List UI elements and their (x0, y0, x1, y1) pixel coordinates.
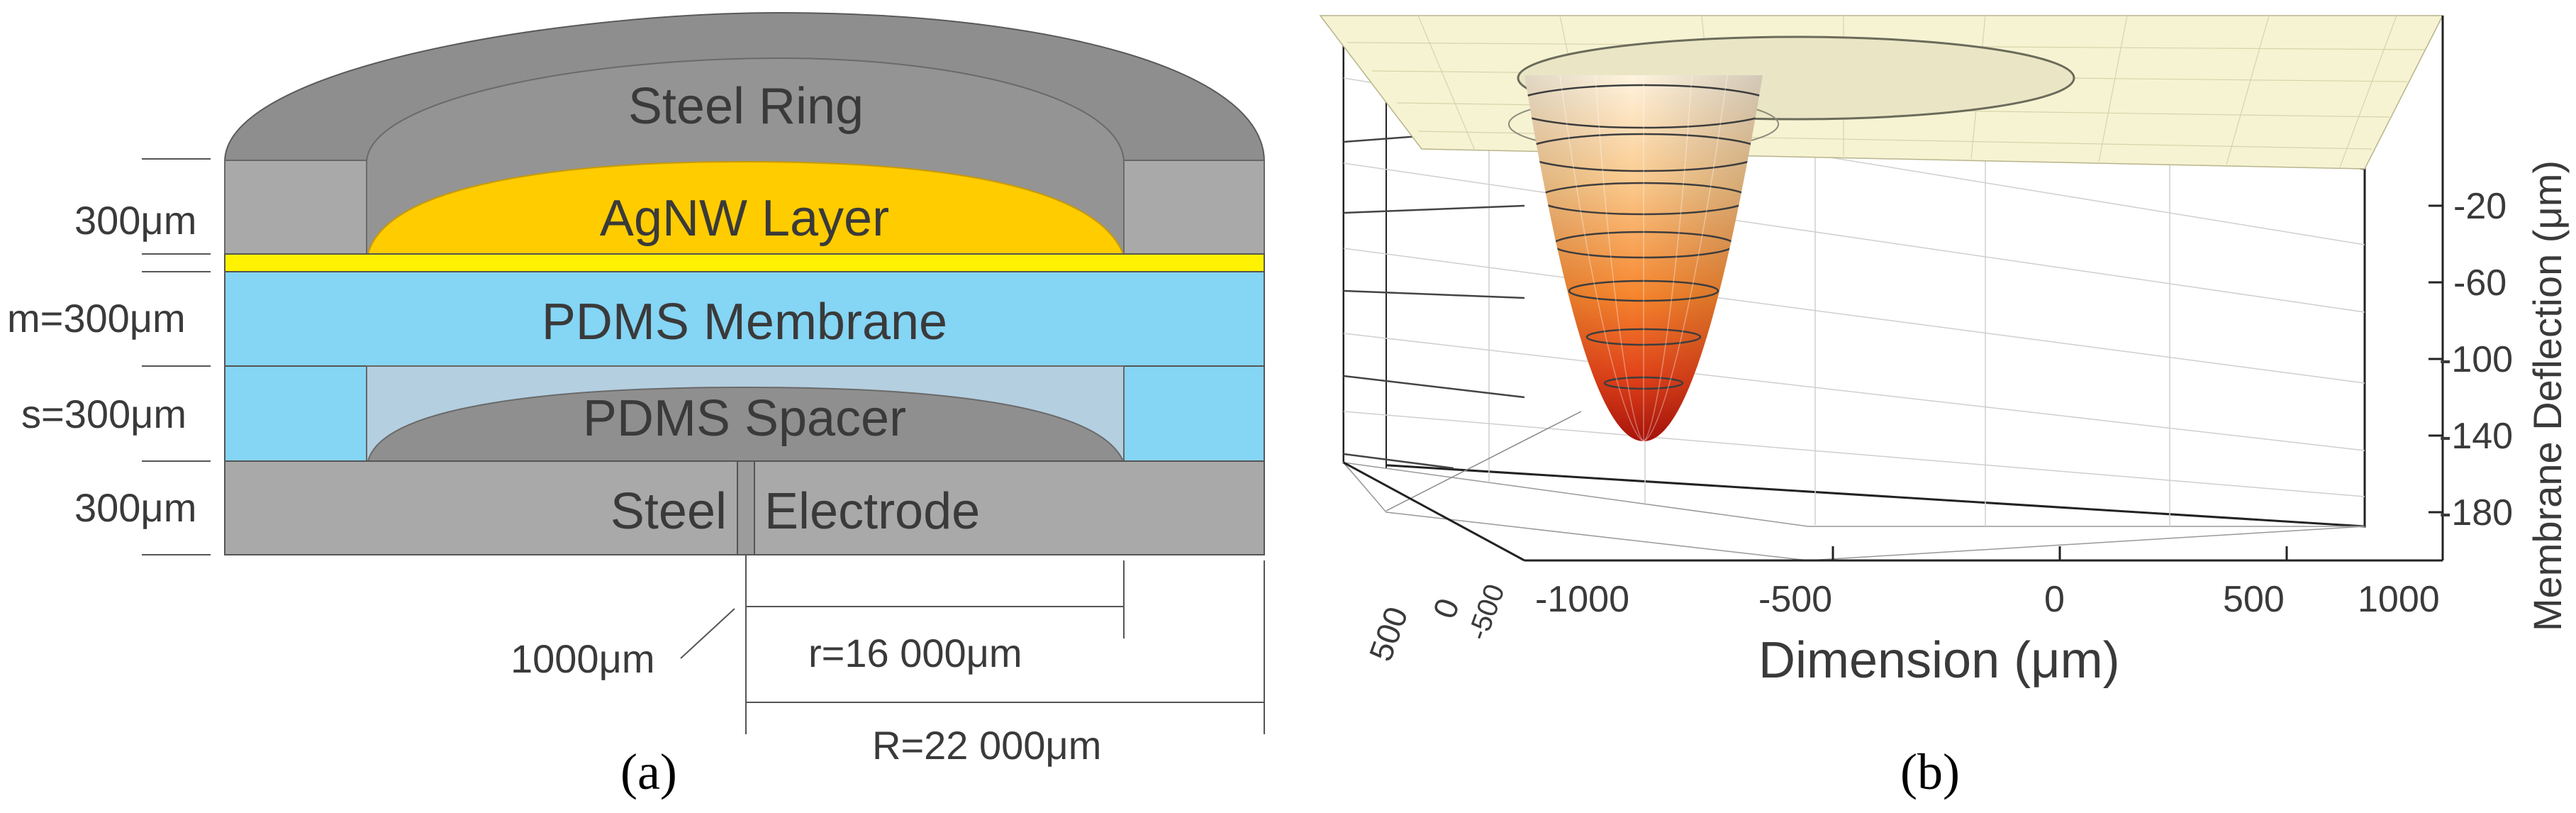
radius-dimension-lines (680, 555, 1265, 734)
z-tick-2: -60 (2453, 262, 2507, 304)
agnw-layer (367, 160, 1125, 255)
y-tick-2: 0 (1426, 594, 1467, 624)
pdms-membrane (224, 271, 1265, 367)
label-steel: Steel (610, 483, 727, 540)
label-pdms-membrane: PDMS Membrane (542, 294, 947, 350)
label-pdms-spacer: PDMS Spacer (583, 390, 906, 447)
x-tick-3: 0 (2044, 579, 2065, 620)
dim-gap: 1000μm (511, 636, 655, 681)
electrode-gap (737, 460, 755, 555)
y-axis-line (1343, 461, 1525, 562)
dim-spacer: s=300μm (21, 392, 186, 436)
z-tick-4: -140 (2439, 416, 2513, 457)
floor-diagonal (1385, 411, 1582, 511)
z-tick-5: -180 (2439, 492, 2513, 533)
dim-top-layer: 300μm (74, 198, 196, 243)
label-steel-ring: Steel Ring (628, 78, 864, 135)
y-tick-3: -500 (1462, 580, 1511, 644)
x-tick-2: -500 (1758, 579, 1832, 620)
label-electrode: Electrode (764, 483, 980, 540)
dim-bottom-layer: 300μm (74, 485, 196, 530)
panel-a-cross-section: Steel Ring AgNW Layer PDMS Membrane PDMS… (7, 11, 1266, 800)
panel-b-surface-plot: -20 -60 -100 -140 -180 -1000 -500 0 500 … (1319, 15, 2570, 800)
x-tick-marks (1831, 546, 2444, 560)
z-tick-3: -100 (2439, 339, 2513, 380)
bowl-meridians (1559, 75, 1728, 441)
z-tick-1: -20 (2453, 186, 2507, 227)
caption-b: (b) (1900, 743, 1960, 800)
y-tick-1: 500 (1362, 602, 1415, 666)
dimension-ticks (142, 158, 211, 555)
x-axis-label: Dimension (μm) (1758, 632, 2120, 689)
dim-outer-radius: R=22 000μm (872, 723, 1101, 768)
dim-membrane: m=300μm (7, 296, 186, 341)
label-agnw-layer: AgNW Layer (600, 190, 889, 247)
x-tick-5: 1000 (2358, 579, 2440, 620)
floor (1342, 461, 2365, 561)
dim-inner-radius: r=16 000μm (808, 631, 1022, 675)
x-tick-4: 500 (2223, 579, 2285, 620)
z-axis-label: Membrane Deflection (μm) (2525, 160, 2570, 631)
spacer-dome (367, 386, 1125, 462)
wall-grid (1343, 57, 2365, 526)
z-tick-marks (2429, 204, 2443, 514)
x-tick-1: -1000 (1535, 579, 1629, 620)
caption-a: (a) (620, 743, 677, 800)
agnw-thin-line (224, 253, 1265, 272)
